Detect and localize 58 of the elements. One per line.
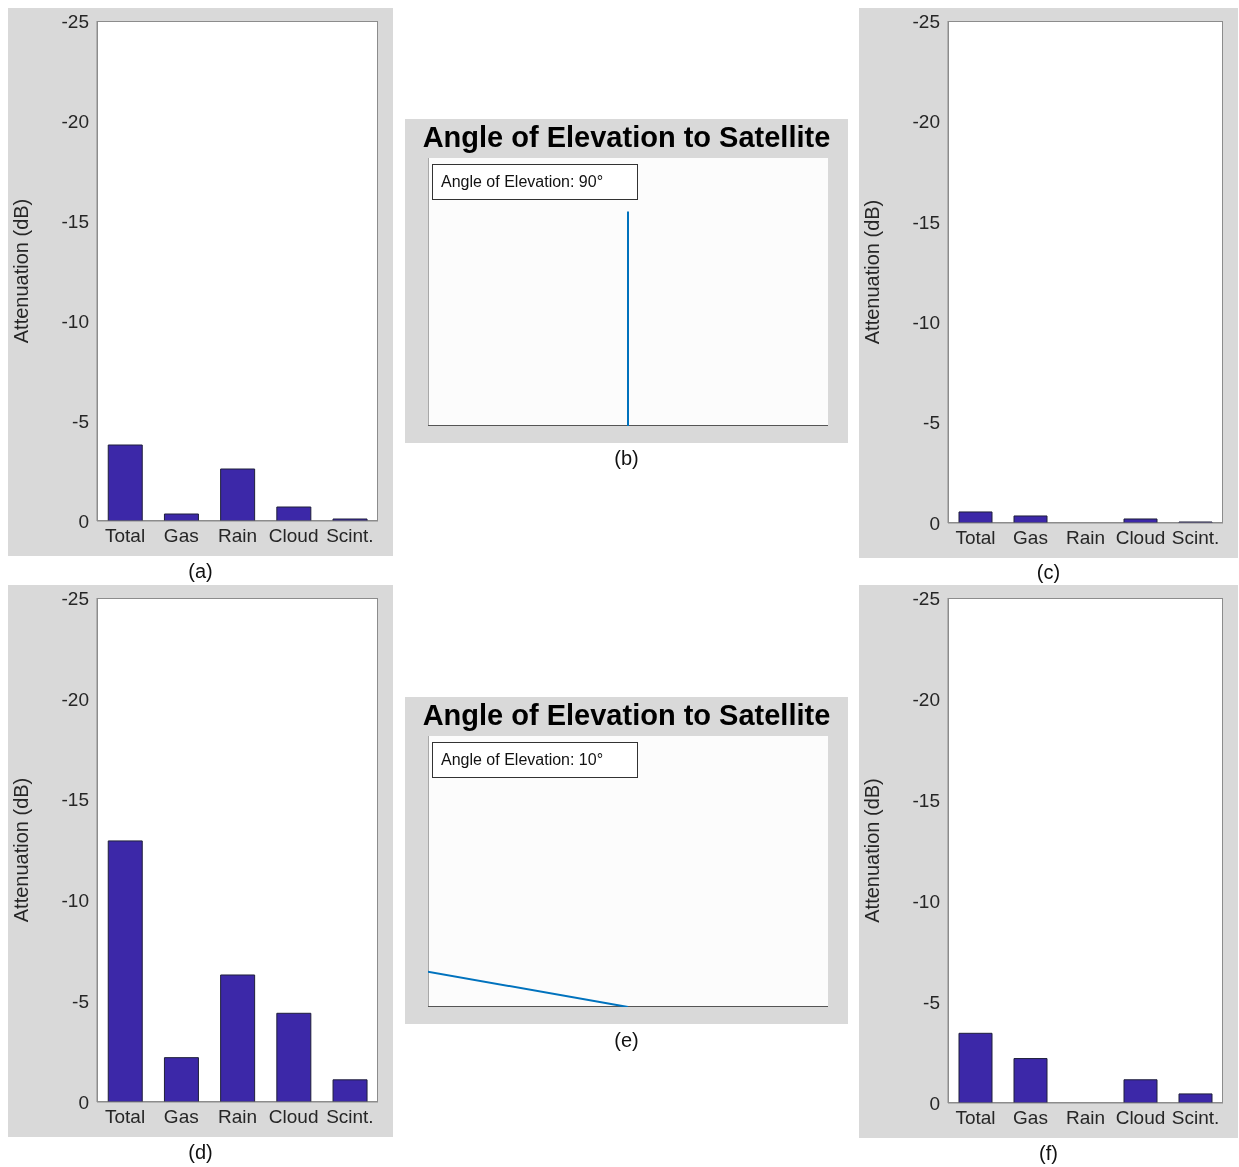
- text: Angle of Elevation to Satellite: [421, 121, 832, 154]
- y-tick-label: -5: [923, 991, 940, 1013]
- y-tick-label: -25: [912, 587, 940, 609]
- text: (a): [187, 560, 214, 583]
- x-tick-label: Total: [105, 525, 146, 547]
- y-tick-label: -15: [912, 211, 940, 233]
- y-tick-label: 0: [929, 512, 940, 534]
- text: Angle of Elevation to Satellite: [421, 699, 832, 732]
- y-axis-title: Attenuation (dB): [10, 777, 33, 923]
- x-tick-label: Gas: [1013, 527, 1048, 549]
- x-tick-label: Rain: [217, 1106, 258, 1128]
- text: Angle of Elevation: 10°: [432, 742, 638, 778]
- y-tick-label: -20: [61, 688, 89, 710]
- y-tick-label: -5: [923, 412, 940, 434]
- y-tick-label: -10: [61, 890, 89, 912]
- text: (e): [613, 1029, 640, 1052]
- x-tick-label: Gas: [1013, 1107, 1048, 1129]
- text: (b): [613, 447, 640, 470]
- text: (d): [187, 1141, 214, 1164]
- x-tick-label: Cloud: [268, 1106, 319, 1128]
- x-tick-label: Scint.: [1171, 527, 1220, 549]
- y-tick-label: 0: [78, 510, 89, 532]
- x-tick-label: Scint.: [326, 525, 374, 547]
- y-axis-title: Attenuation (dB): [10, 198, 33, 344]
- y-tick-label: -10: [61, 310, 89, 332]
- x-tick-label: Rain: [1065, 527, 1106, 549]
- y-axis-title: Attenuation (dB): [861, 778, 884, 923]
- text: (f): [1038, 1142, 1059, 1165]
- x-tick-label: Total: [105, 1106, 146, 1128]
- y-axis-title: Attenuation (dB): [861, 199, 884, 345]
- y-tick-label: -15: [912, 789, 940, 811]
- text: Angle of Elevation: 90°: [432, 164, 638, 200]
- y-tick-label: -10: [912, 890, 940, 912]
- y-tick-label: 0: [78, 1091, 89, 1113]
- y-tick-label: -5: [72, 410, 89, 432]
- y-tick-label: -5: [72, 990, 89, 1012]
- x-tick-label: Total: [955, 527, 996, 549]
- x-tick-label: Rain: [217, 525, 258, 547]
- x-tick-label: Cloud: [1115, 527, 1166, 549]
- x-tick-label: Gas: [163, 525, 199, 547]
- y-tick-label: -20: [912, 688, 940, 710]
- x-tick-label: Rain: [1065, 1107, 1106, 1129]
- y-tick-label: -20: [912, 111, 940, 133]
- y-tick-label: -25: [61, 10, 89, 32]
- y-tick-label: -10: [912, 311, 940, 333]
- y-tick-label: -25: [912, 10, 940, 32]
- y-tick-label: -15: [61, 789, 89, 811]
- y-tick-label: -25: [61, 587, 89, 609]
- y-tick-label: 0: [929, 1092, 940, 1114]
- x-tick-label: Scint.: [326, 1106, 374, 1128]
- x-tick-label: Cloud: [1115, 1107, 1166, 1129]
- y-tick-label: -15: [61, 210, 89, 232]
- x-tick-label: Total: [955, 1107, 996, 1129]
- x-tick-label: Gas: [163, 1106, 199, 1128]
- text: (c): [1035, 561, 1062, 584]
- x-tick-label: Cloud: [268, 525, 319, 547]
- y-tick-label: -20: [61, 110, 89, 132]
- x-tick-label: Scint.: [1171, 1107, 1220, 1129]
